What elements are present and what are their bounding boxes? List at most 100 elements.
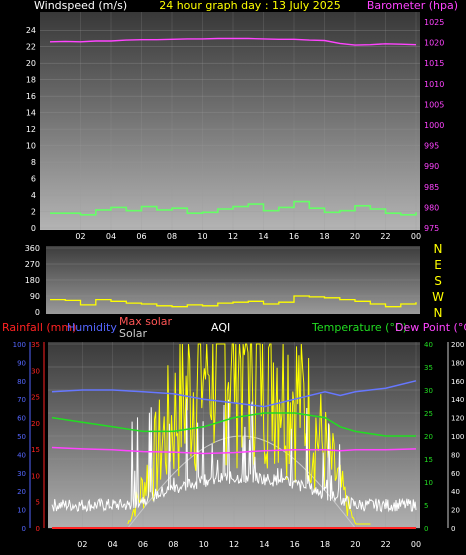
barometer-tick-label: 1010 xyxy=(424,80,444,89)
temperature-tick-label: 15 xyxy=(424,456,433,464)
barometer-tick-label: 995 xyxy=(424,142,439,151)
rainfall-tick-label: 15 xyxy=(31,446,40,454)
temperature-tick-label: 30 xyxy=(424,387,433,395)
temperature-x-tick-label: 18 xyxy=(320,540,330,549)
windspeed-tick-label: 2 xyxy=(31,208,36,217)
windspeed-tick-label: 18 xyxy=(26,76,36,85)
compass-point-label: N xyxy=(434,242,443,256)
windspeed-tick-label: 8 xyxy=(31,158,36,167)
legend-solar: Solar xyxy=(119,327,148,340)
direction-tick-label: 180 xyxy=(25,276,40,285)
temperature-tick-label: 10 xyxy=(424,479,433,487)
compass-point-label: N xyxy=(434,306,443,320)
windspeed-series-line xyxy=(50,200,417,216)
aqi-tick-label: 60 xyxy=(451,470,460,478)
compass-point-label: W xyxy=(432,290,444,304)
aqi-tick-label: 20 xyxy=(451,507,460,515)
temperature-tick-label: 0 xyxy=(424,525,428,533)
direction-tick-label: 0 xyxy=(35,308,40,317)
aqi-tick-label: 0 xyxy=(451,525,455,533)
aqi-tick-label: 80 xyxy=(451,451,460,459)
legend-temperature: Temperature (°C) xyxy=(311,321,407,334)
humidity-tick-label: 30 xyxy=(17,470,26,478)
rainfall-tick-label: 10 xyxy=(31,472,40,480)
temperature-x-tick-label: 16 xyxy=(290,540,300,549)
legend-rainfall: Rainfall (mm) xyxy=(2,321,76,334)
direction-tick-label: 270 xyxy=(25,260,40,269)
barometer-tick-label: 990 xyxy=(424,162,439,171)
humidity-tick-label: 80 xyxy=(17,378,26,386)
chart-title: 24 hour graph day : 13 July 2025 xyxy=(159,0,341,12)
humidity-tick-label: 10 xyxy=(17,507,26,515)
humidity-tick-label: 100 xyxy=(13,341,26,349)
solar-radiation-line xyxy=(127,343,371,525)
temperature-tick-label: 25 xyxy=(424,410,433,418)
aqi-tick-label: 120 xyxy=(451,415,464,423)
wind-x-tick-label: 04 xyxy=(106,232,116,241)
direction-tick-label: 360 xyxy=(25,244,40,253)
humidity-tick-label: 20 xyxy=(17,488,26,496)
aqi-line xyxy=(51,398,417,513)
aqi-tick-label: 140 xyxy=(451,396,464,404)
humidity-tick-label: 90 xyxy=(17,359,26,367)
dew-point-series-line xyxy=(51,446,417,455)
humidity-tick-label: 50 xyxy=(17,433,26,441)
humidity-tick-label: 70 xyxy=(17,396,26,404)
windspeed-tick-label: 4 xyxy=(31,191,36,200)
windspeed-tick-label: 12 xyxy=(26,125,36,134)
temperature-x-tick-label: 04 xyxy=(108,540,118,549)
barometer-tick-label: 975 xyxy=(424,224,439,233)
barometer-tick-label: 1000 xyxy=(424,121,444,130)
barometer-tick-label: 1020 xyxy=(424,39,444,48)
rainfall-tick-label: 35 xyxy=(31,341,40,349)
wind-x-tick-label: 16 xyxy=(289,232,299,241)
temperature-x-tick-label: 12 xyxy=(229,540,239,549)
wind-x-tick-label: 10 xyxy=(197,232,207,241)
wind-x-tick-label: 22 xyxy=(380,232,390,241)
rainfall-tick-label: 20 xyxy=(31,420,40,428)
windspeed-tick-label: 0 xyxy=(31,224,36,233)
aqi-tick-label: 100 xyxy=(451,433,464,441)
wind-panel-background xyxy=(40,12,420,230)
temperature-tick-label: 35 xyxy=(424,364,433,372)
barometer-tick-label: 1005 xyxy=(424,100,444,109)
temperature-x-tick-label: 00 xyxy=(411,540,421,549)
temperature-tick-label: 40 xyxy=(424,341,433,349)
rainfall-tick-label: 5 xyxy=(36,499,40,507)
barometer-tick-label: 980 xyxy=(424,203,439,212)
legend-dew-point: Dew Point (°C) xyxy=(395,321,466,334)
aqi-tick-label: 160 xyxy=(451,378,464,386)
temperature-x-tick-label: 06 xyxy=(138,540,148,549)
temperature-x-tick-label: 10 xyxy=(199,540,209,549)
rainfall-tick-label: 0 xyxy=(36,525,40,533)
compass-point-label: E xyxy=(434,258,442,272)
temperature-x-tick-label: 20 xyxy=(350,540,360,549)
temperature-x-tick-label: 14 xyxy=(259,540,269,549)
windspeed-tick-label: 24 xyxy=(26,26,36,35)
aqi-tick-label: 40 xyxy=(451,488,460,496)
rainfall-tick-label: 25 xyxy=(31,394,40,402)
wind-x-tick-label: 18 xyxy=(319,232,329,241)
windspeed-tick-label: 6 xyxy=(31,175,36,184)
windspeed-tick-label: 16 xyxy=(26,92,36,101)
humidity-tick-label: 40 xyxy=(17,451,26,459)
rainfall-tick-label: 30 xyxy=(31,367,40,375)
wind-x-tick-label: 02 xyxy=(75,232,85,241)
windspeed-tick-label: 22 xyxy=(26,43,36,52)
compass-point-label: S xyxy=(434,274,442,288)
legend-max-solar: Max solar xyxy=(119,315,172,328)
legend-humidity: Humidity xyxy=(67,321,117,334)
wind-x-tick-label: 00 xyxy=(411,232,421,241)
temperature-x-tick-label: 22 xyxy=(381,540,391,549)
temperature-tick-label: 20 xyxy=(424,433,433,441)
temperature-tick-label: 5 xyxy=(424,502,428,510)
direction-tick-label: 90 xyxy=(30,292,40,301)
legend-aqi: AQI xyxy=(211,321,230,334)
wind-x-tick-label: 14 xyxy=(258,232,268,241)
barometer-tick-label: 1015 xyxy=(424,59,444,68)
wind-x-tick-label: 06 xyxy=(136,232,146,241)
wind-x-tick-label: 12 xyxy=(228,232,238,241)
barometer-tick-label: 985 xyxy=(424,183,439,192)
barometer-series-line xyxy=(49,37,417,46)
